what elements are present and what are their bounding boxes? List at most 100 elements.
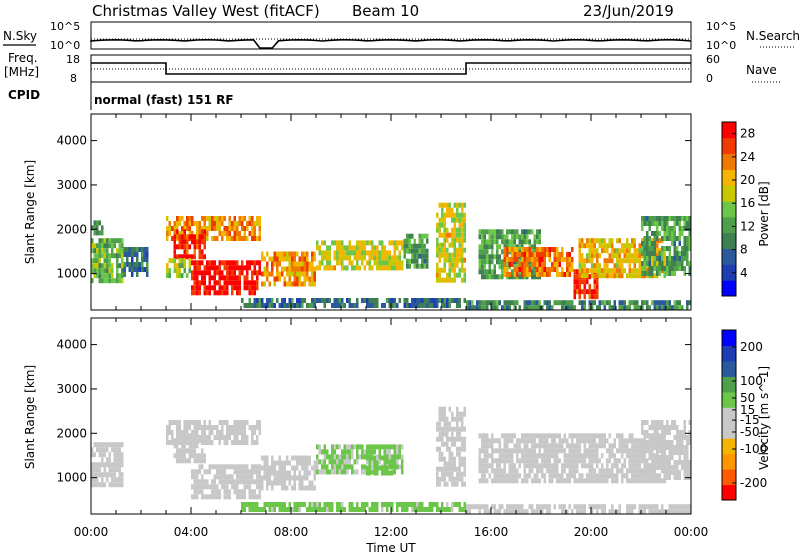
echo-cell: [663, 450, 666, 455]
echo-cell: [328, 454, 331, 460]
echo-cell: [316, 245, 319, 251]
echo-cell: [638, 258, 641, 264]
echo-cell: [558, 473, 561, 479]
echo-cell: [398, 250, 401, 256]
echo-cell: [101, 482, 104, 488]
echo-cell: [413, 303, 416, 308]
echo-cell: [368, 465, 371, 471]
echo-cell: [296, 303, 299, 308]
echo-cell: [578, 478, 581, 484]
echo-cell: [671, 236, 674, 241]
echo-cell: [543, 438, 546, 444]
echo-cell: [118, 467, 121, 473]
echo-cell: [348, 255, 351, 261]
echo-cell: [556, 252, 559, 257]
echo-cell: [426, 238, 429, 244]
echo-cell: [446, 461, 449, 467]
echo-cell: [663, 226, 666, 231]
echo-cell: [683, 445, 686, 450]
echo-cell: [101, 462, 104, 468]
colorbar-tick-label: 4: [740, 266, 748, 280]
echo-cell: [501, 239, 504, 245]
echo-region-7: [436, 406, 466, 487]
echo-cell: [543, 433, 546, 439]
echo-cell: [386, 444, 389, 450]
echo-cell: [278, 261, 281, 267]
echo-cell: [343, 250, 346, 256]
echo-cell: [291, 475, 294, 481]
echo-cell: [231, 484, 234, 490]
echo-cell: [626, 438, 629, 444]
echo-cell: [521, 453, 524, 459]
echo-cell: [236, 226, 239, 231]
echo-cell: [518, 249, 521, 255]
echo-cell: [193, 285, 196, 291]
echo-cell: [576, 468, 579, 474]
echo-cell: [306, 465, 309, 471]
echo-cell: [588, 248, 591, 254]
echo-cell: [421, 303, 424, 308]
echo-cell: [651, 435, 654, 440]
echo-cell: [236, 275, 239, 281]
echo-cell: [608, 253, 611, 259]
echo-cell: [116, 238, 119, 244]
freq-label-line1: Freq.: [8, 51, 38, 65]
echo-cell: [686, 256, 689, 261]
echo-cell: [263, 271, 266, 277]
echo-cell: [303, 475, 306, 481]
echo-cell: [478, 448, 481, 454]
echo-cell: [133, 252, 136, 257]
echo-cell: [208, 440, 211, 445]
echo-cell: [318, 245, 321, 251]
echo-cell: [556, 247, 559, 252]
echo-cell: [436, 298, 439, 303]
echo-cell: [338, 444, 341, 450]
echo-cell: [438, 267, 441, 273]
echo-cell: [521, 229, 524, 235]
echo-cell: [183, 268, 186, 274]
echo-cell: [541, 463, 544, 469]
echo-cell: [491, 463, 494, 469]
echo-cell: [448, 466, 451, 472]
echo-cell: [236, 425, 239, 430]
echo-cell: [93, 253, 96, 259]
echo-cell: [198, 244, 201, 250]
echo-cell: [523, 443, 526, 449]
echo-cell: [296, 276, 299, 282]
echo-cell: [603, 438, 606, 444]
echo-cell: [98, 263, 101, 269]
echo-cell: [591, 468, 594, 474]
echo-cell: [481, 473, 484, 479]
echo-cell: [443, 461, 446, 467]
echo-cell: [271, 465, 274, 471]
echo-cell: [641, 455, 644, 460]
echo-cell: [543, 473, 546, 479]
echo-cell: [258, 469, 261, 475]
echo-cell: [456, 431, 459, 437]
echo-cell: [213, 226, 216, 231]
echo-cell: [306, 266, 309, 272]
echo-cell: [591, 438, 594, 444]
echo-cell: [443, 456, 446, 462]
echo-cell: [301, 502, 304, 507]
echo-cell: [108, 258, 111, 264]
echo-cell: [301, 475, 304, 481]
echo-cell: [311, 303, 314, 308]
echo-cell: [488, 453, 491, 459]
echo-cell: [213, 221, 216, 226]
echo-cell: [436, 262, 439, 268]
echo-cell: [263, 455, 266, 461]
echo-cell: [203, 221, 206, 226]
echo-cell: [136, 267, 139, 272]
echo-cell: [653, 216, 656, 221]
echo-cell: [323, 449, 326, 455]
echo-cell: [566, 262, 569, 267]
echo-cell: [481, 300, 484, 306]
echo-cell: [453, 212, 456, 218]
echo-cell: [106, 253, 109, 259]
echo-region-3: [191, 464, 261, 500]
echo-cell: [448, 262, 451, 268]
echo-cell: [361, 464, 364, 470]
echo-cell: [343, 265, 346, 271]
echo-cell: [523, 448, 526, 454]
